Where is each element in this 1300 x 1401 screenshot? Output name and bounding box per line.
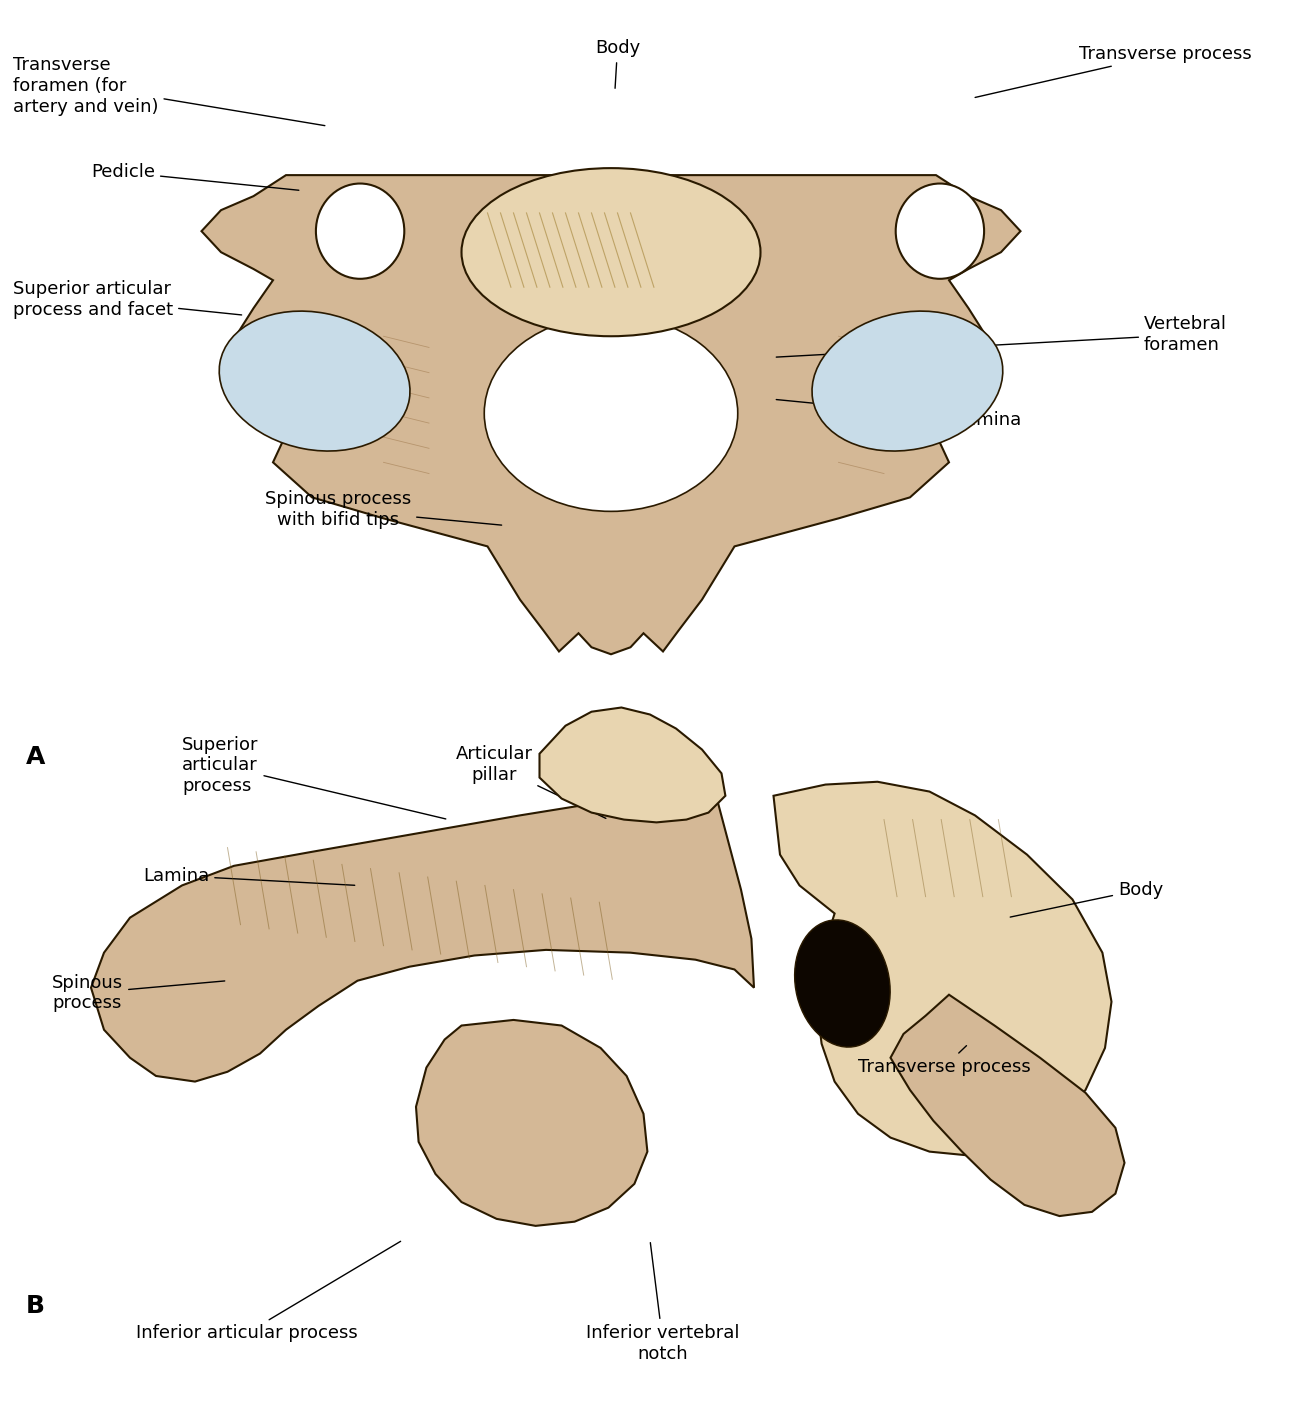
- Ellipse shape: [462, 168, 760, 336]
- Text: Transverse
foramen (for
artery and vein): Transverse foramen (for artery and vein): [13, 56, 325, 126]
- Ellipse shape: [794, 920, 890, 1047]
- Text: Lamina: Lamina: [776, 399, 1022, 429]
- Circle shape: [896, 184, 984, 279]
- Text: Articular
pillar: Articular pillar: [455, 745, 606, 818]
- Text: Body: Body: [1010, 881, 1164, 918]
- Text: Spinous process
with bifid tips: Spinous process with bifid tips: [265, 490, 502, 530]
- Polygon shape: [91, 792, 754, 1082]
- Text: Vertebral
foramen: Vertebral foramen: [776, 315, 1227, 357]
- Text: Transverse process: Transverse process: [858, 1045, 1031, 1076]
- Text: Spinous
process: Spinous process: [52, 974, 225, 1013]
- Ellipse shape: [484, 315, 738, 511]
- Ellipse shape: [220, 311, 410, 451]
- Polygon shape: [416, 1020, 647, 1226]
- Polygon shape: [540, 708, 725, 822]
- Text: Body: Body: [595, 39, 640, 88]
- Text: Superior articular
process and facet: Superior articular process and facet: [13, 280, 242, 319]
- Text: Pedicle: Pedicle: [91, 164, 299, 191]
- Text: Transverse process: Transverse process: [975, 45, 1252, 98]
- Polygon shape: [202, 175, 1020, 654]
- Circle shape: [316, 184, 404, 279]
- Text: Superior
articular
process: Superior articular process: [182, 736, 446, 820]
- Text: Inferior articular process: Inferior articular process: [136, 1241, 400, 1342]
- Polygon shape: [774, 782, 1112, 1156]
- Text: A: A: [26, 744, 46, 769]
- Text: B: B: [26, 1293, 46, 1318]
- Text: Inferior vertebral
notch: Inferior vertebral notch: [586, 1243, 740, 1363]
- Ellipse shape: [812, 311, 1002, 451]
- Text: Lamina: Lamina: [143, 867, 355, 885]
- Polygon shape: [891, 995, 1124, 1216]
